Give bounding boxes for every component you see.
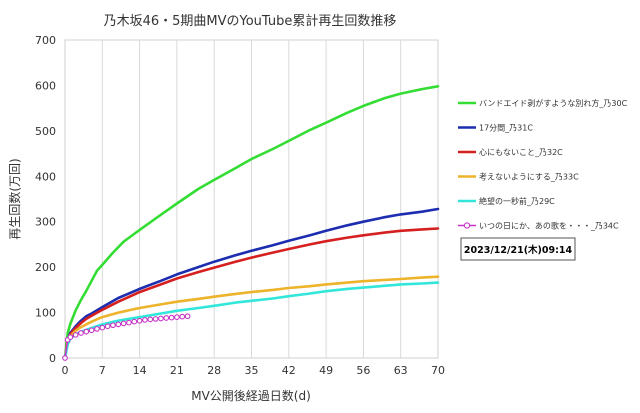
series-5-point-3 <box>72 331 79 338</box>
x-tick-label-5: 35 <box>245 364 259 377</box>
series-line-3 <box>63 275 440 360</box>
x-tick-label-9: 63 <box>394 364 408 377</box>
y-tick-label-4: 400 <box>35 170 56 183</box>
series-5-point-14 <box>131 318 138 325</box>
y-tick-label-5: 500 <box>35 125 56 138</box>
series-5-point-23 <box>179 313 186 320</box>
legend-label-4: 絶望の一秒前_乃29C <box>479 196 555 206</box>
x-tick-label-2: 14 <box>133 364 147 377</box>
series-5-point-0 <box>62 355 68 361</box>
series-5-point-22 <box>174 314 180 320</box>
x-tick-label-0: 0 <box>62 364 69 377</box>
legend-marker-5 <box>463 222 471 229</box>
series-5-point-6 <box>88 327 95 334</box>
series-5-point-20 <box>163 315 170 321</box>
series-5-point-8 <box>99 324 106 331</box>
series-5-point-2 <box>67 334 74 340</box>
y-tick-label-6: 600 <box>35 79 56 92</box>
series-5-point-4 <box>78 330 84 336</box>
series-5-point-18 <box>152 316 159 322</box>
timestamp-frame <box>460 237 576 261</box>
series-line-2 <box>63 227 440 360</box>
series-layer <box>62 85 440 361</box>
y-tick-label-0: 0 <box>49 352 56 365</box>
series-5-point-24 <box>184 313 191 320</box>
series-5-point-12 <box>120 320 127 327</box>
series-5-point-21 <box>168 314 175 321</box>
series-line-1 <box>63 207 440 360</box>
series-5-point-17 <box>147 316 154 323</box>
series-5-point-13 <box>126 319 132 326</box>
series-5-point-15 <box>136 317 143 324</box>
x-tick-label-10: 70 <box>431 364 445 377</box>
plot-area: 0 7 14 21 28 35 42 49 56 63 70 0 100 200 300 400 500 600… <box>35 34 445 377</box>
x-tick-label-3: 21 <box>170 364 184 377</box>
timestamp-text: 2023/12/21(木)09:14 <box>464 244 573 256</box>
y-ticks: 0 100 200 300 400 500 600 700 <box>35 34 56 365</box>
x-tick-label-4: 28 <box>207 364 221 377</box>
legend-label-2: 心にもないこと_乃32C <box>479 148 563 157</box>
x-axis-label: MV公開後経過日数(d) <box>191 388 311 403</box>
y-tick-label-2: 200 <box>35 261 56 274</box>
series-line-0 <box>63 85 440 360</box>
legend-label-3: 考えないようにする_乃33C <box>479 173 579 182</box>
series-5-point-9 <box>104 323 111 330</box>
legend: バンドエイド剥がすような別れ方_乃30C 17分間_乃31C 心にもないこと_乃32… <box>458 98 628 231</box>
legend-label-1: 17分間_乃31C <box>479 124 533 133</box>
x-tick-label-6: 42 <box>282 364 296 377</box>
series-5-point-7 <box>94 326 100 332</box>
y-axis-label: 再生回数(万回) <box>7 158 22 239</box>
y-tick-label-1: 100 <box>35 307 56 320</box>
series-5-point-19 <box>158 315 164 322</box>
x-ticks: 0 7 14 21 28 35 42 49 56 63 70 <box>62 364 446 377</box>
timestamp-box: 2023/12/21(木)09:14 <box>460 237 576 261</box>
y-tick-label-7: 700 <box>35 34 56 47</box>
legend-label-5: いつの日にか、あの歌を・・・_乃34C <box>479 221 619 231</box>
x-tick-label-1: 7 <box>99 364 106 377</box>
y-tick-label-3: 300 <box>35 216 56 229</box>
x-tick-label-7: 49 <box>319 364 333 377</box>
series-5-point-10 <box>110 322 116 329</box>
series-5-point-5 <box>83 328 90 335</box>
series-5-point-16 <box>142 316 148 323</box>
x-tick-label-8: 56 <box>356 364 370 377</box>
chart-title: 乃木坂46・5期曲MVのYouTube累計再生回数推移 <box>104 13 397 29</box>
series-5-point-11 <box>115 321 122 328</box>
legend-label-0: バンドエイド剥がすような別れ方_乃30C <box>479 98 628 108</box>
